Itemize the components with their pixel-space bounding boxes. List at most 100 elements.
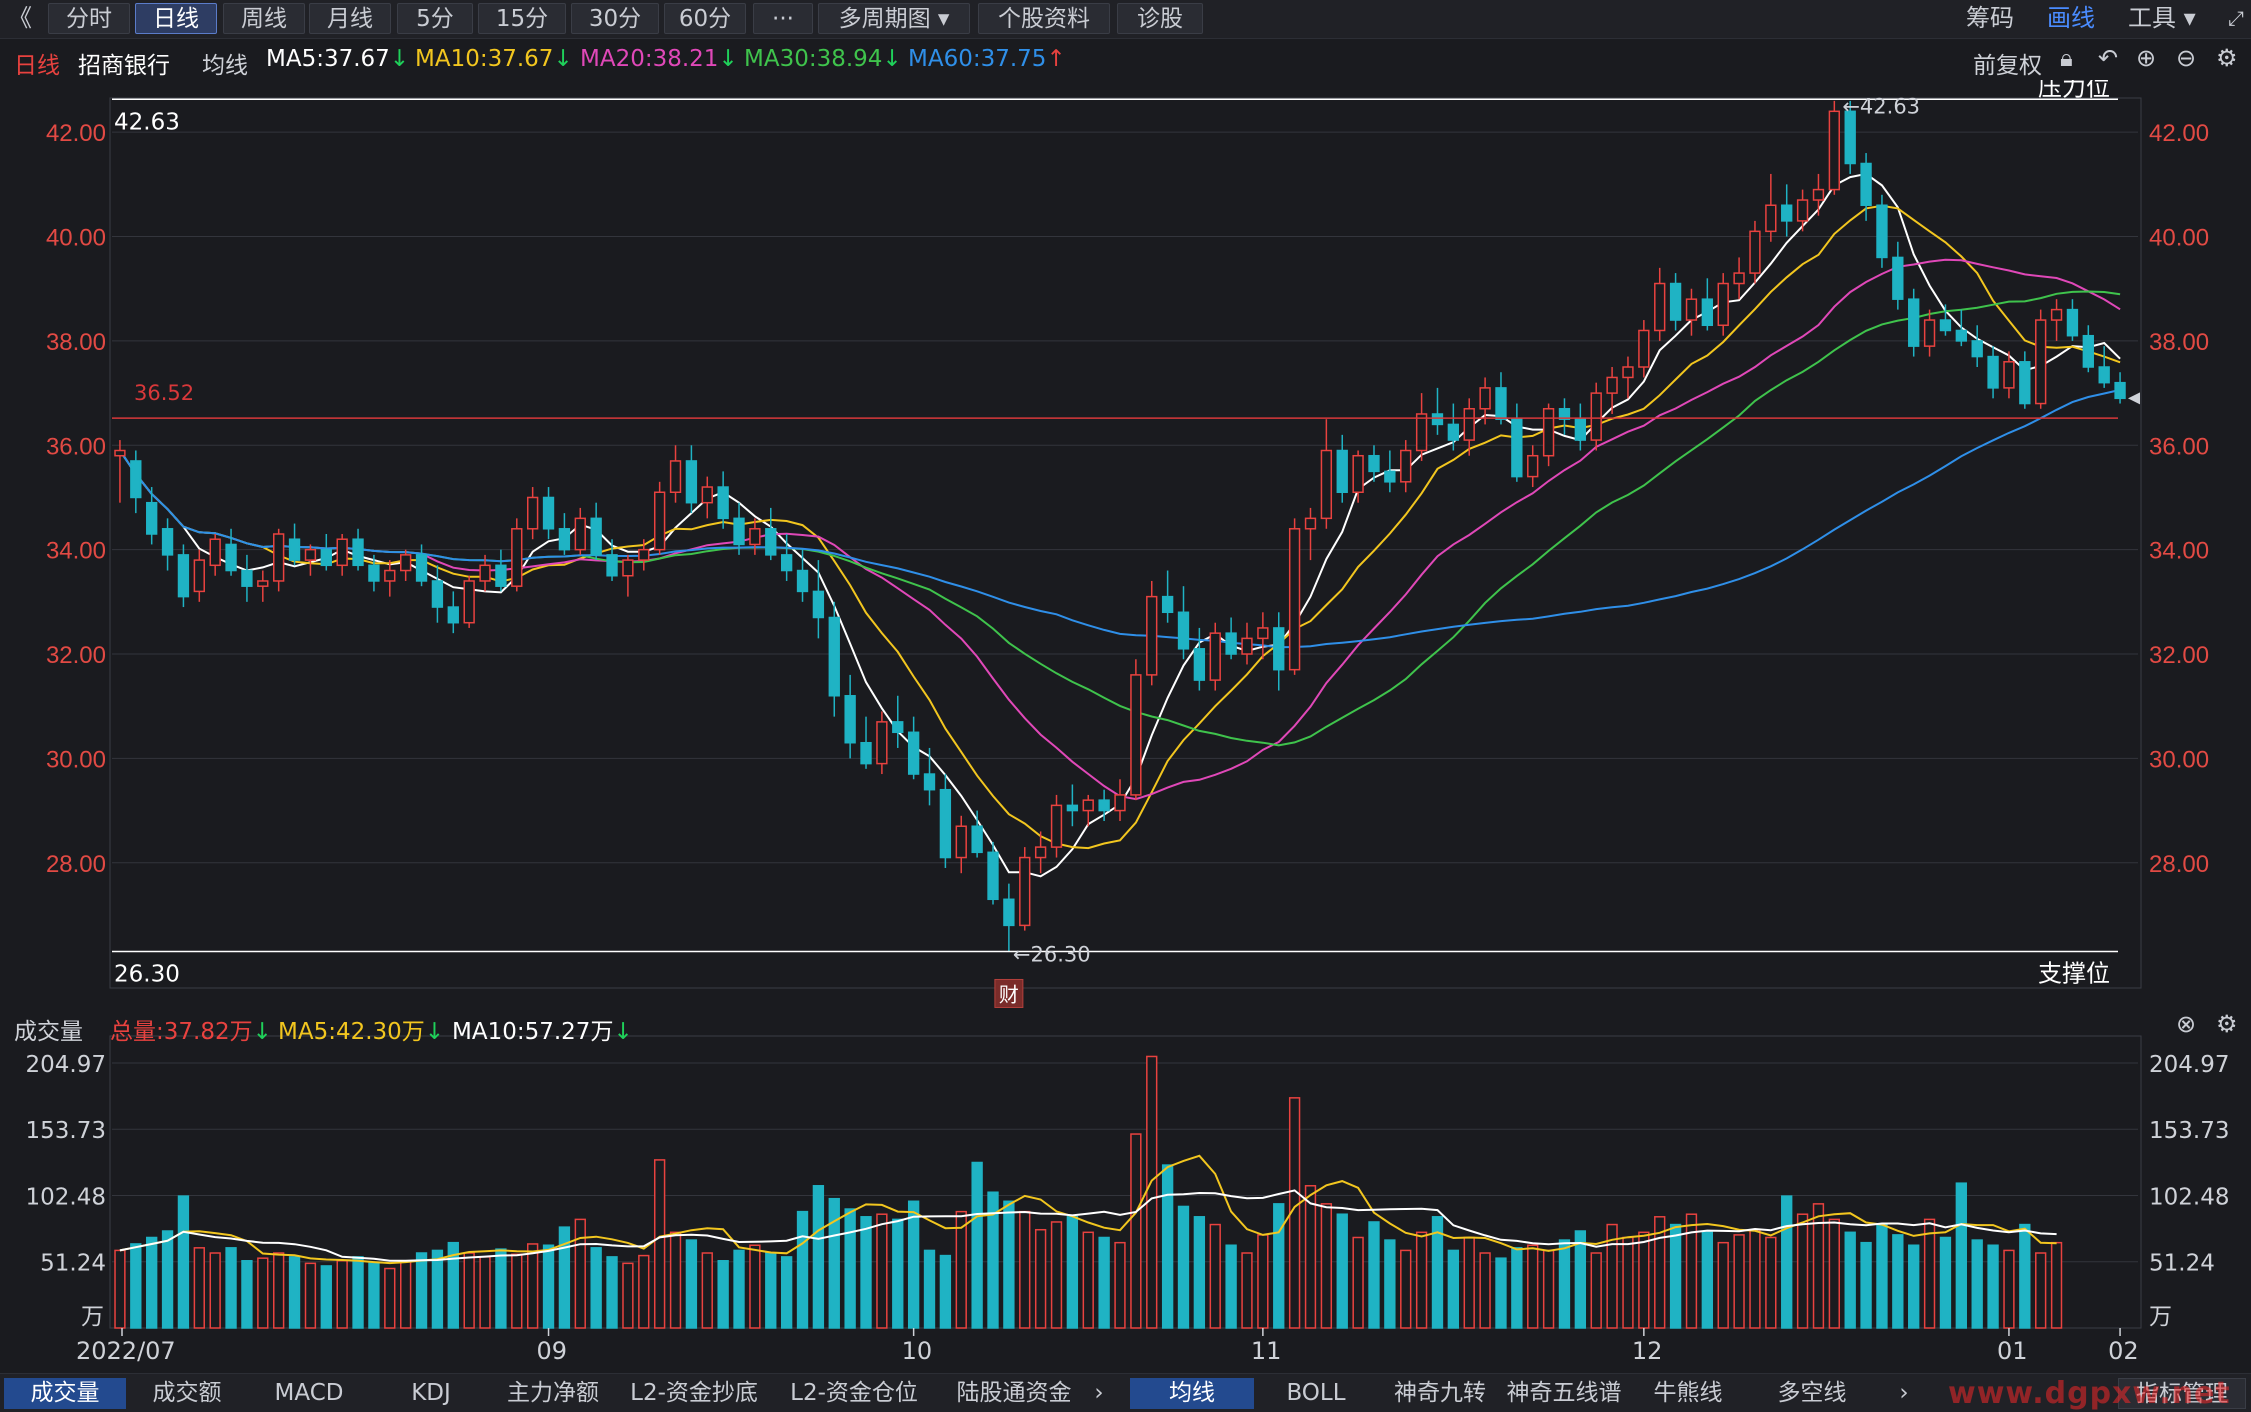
- x-tick-label: 02: [2108, 1337, 2139, 1365]
- down-arrow-icon: ↓: [882, 46, 902, 72]
- candle-body: [939, 788, 952, 859]
- volume-bar: [209, 1252, 221, 1329]
- undo-icon[interactable]: ↶: [2098, 44, 2119, 72]
- volume-bar: [923, 1249, 936, 1329]
- volume-bar: [1034, 1228, 1047, 1329]
- volume-ma5: MA5:42.30万↓: [278, 1019, 445, 1045]
- candle-body: [1987, 355, 1999, 389]
- volume-bar: [1638, 1231, 1650, 1329]
- chips-button[interactable]: 筹码: [1966, 4, 2014, 32]
- period-tab-2[interactable]: 周线: [223, 3, 305, 34]
- indicator-tab-0[interactable]: 成交量: [4, 1378, 126, 1409]
- volume-bar: [1463, 1236, 1475, 1329]
- overlay-tab-4[interactable]: 牛熊线: [1653, 1380, 1723, 1406]
- price-tick-left: 30.00: [46, 746, 106, 773]
- overlay-tab-2[interactable]: 神奇九转: [1394, 1380, 1486, 1406]
- candle-body: [304, 548, 317, 561]
- fullscreen-icon[interactable]: ⤢: [2228, 6, 2244, 30]
- volume-bar: [717, 1260, 729, 1329]
- volume-bar: [844, 1208, 856, 1329]
- volume-bar: [1892, 1234, 1904, 1329]
- earnings-badge-label: 财: [999, 982, 1019, 1006]
- period-tab-8[interactable]: ···: [753, 3, 813, 34]
- period-tab-6[interactable]: 30分: [571, 3, 659, 34]
- candle-body: [1558, 408, 1571, 420]
- ma30-value: MA30:38.94↓: [744, 46, 902, 72]
- kline-chart[interactable]: 42.00 42.00 40.00 40.00 38.00 38.00 36.00 36.00…: [0, 80, 2251, 1372]
- period-tab-1[interactable]: 日线: [135, 3, 217, 34]
- candle-body: [606, 554, 618, 577]
- candle-body: [526, 496, 539, 530]
- indicator-tab-2[interactable]: MACD: [274, 1380, 344, 1406]
- overlay-tab-1[interactable]: BOLL: [1286, 1380, 1346, 1406]
- period-tab-10[interactable]: 个股资料: [978, 3, 1110, 34]
- overlay-tab-0[interactable]: 均线: [1130, 1378, 1254, 1409]
- indicator-tab-3[interactable]: KDJ: [411, 1380, 451, 1406]
- ma-label[interactable]: 均线: [202, 53, 248, 79]
- indicator-tab-4[interactable]: 主力净额: [507, 1380, 599, 1406]
- watermark: www.dgpxw.net: [1948, 1376, 2231, 1411]
- adjust-mode[interactable]: 前复权: [1973, 53, 2042, 79]
- candle-body: [1257, 627, 1269, 640]
- zoom-out-icon[interactable]: ⊖: [2176, 44, 2197, 72]
- volume-bar: [1495, 1257, 1507, 1329]
- stock-name[interactable]: 招商银行: [78, 53, 170, 79]
- period-tab-11[interactable]: 诊股: [1117, 3, 1203, 34]
- volume-bar: [1161, 1164, 1174, 1329]
- indicator-manage-button[interactable]: 指标管理: [2118, 1378, 2246, 1409]
- period-tab-0[interactable]: 分时: [48, 3, 130, 34]
- indicator-tab-1[interactable]: 成交额: [152, 1380, 222, 1406]
- candle-body: [1082, 799, 1094, 812]
- ma5-value: MA5:37.67↓: [266, 46, 410, 72]
- overlay-tab-3[interactable]: 神奇五线谱: [1506, 1380, 1622, 1406]
- volume-bar: [1923, 1218, 1936, 1329]
- period-tab-7[interactable]: 60分: [664, 3, 746, 34]
- indicator-tab-7[interactable]: 陆股通资金: [956, 1380, 1072, 1406]
- candle-body: [1669, 282, 1682, 321]
- candle-body: [2082, 334, 2094, 368]
- volume-tick-right: 153.73: [2149, 1118, 2229, 1144]
- period-tab-3[interactable]: 月线: [309, 3, 391, 34]
- back-button[interactable]: 《: [8, 4, 32, 32]
- period-tab-9[interactable]: 多周期图 ▾: [818, 3, 970, 34]
- tools-menu[interactable]: 工具 ▾: [2128, 4, 2196, 32]
- price-panel-frame: [109, 97, 2142, 989]
- ma20-value: MA20:38.21↓: [580, 46, 738, 72]
- chevron-right-icon[interactable]: ›: [1899, 1380, 1909, 1406]
- candle-body: [1288, 528, 1301, 671]
- candle-body: [1860, 162, 1872, 206]
- candle-body: [590, 517, 602, 556]
- period-tab-5[interactable]: 15分: [478, 3, 566, 34]
- chevron-right-icon[interactable]: ›: [1094, 1380, 1104, 1406]
- up-arrow-icon: ↑: [1046, 46, 1066, 72]
- candle-body: [320, 548, 332, 567]
- candle-body: [225, 543, 237, 572]
- indicator-tab-6[interactable]: L2-资金仓位: [790, 1380, 918, 1406]
- volume-bar: [1082, 1231, 1094, 1329]
- price-tick-right: 32.00: [2149, 642, 2209, 669]
- period-tab-4[interactable]: 5分: [397, 3, 473, 34]
- volume-bar: [971, 1161, 983, 1329]
- volume-bar: [1320, 1203, 1333, 1329]
- settings-gear-icon[interactable]: ⚙: [2216, 1010, 2238, 1038]
- volume-bar: [1511, 1247, 1523, 1329]
- overlay-tab-5[interactable]: 多空线: [1777, 1380, 1847, 1406]
- indicator-tab-5[interactable]: L2-资金抄底: [630, 1380, 758, 1406]
- candle-body: [828, 616, 840, 697]
- candle-body: [2114, 381, 2126, 400]
- ma5-line: [119, 172, 2121, 878]
- settings-gear-icon[interactable]: ⚙: [2216, 44, 2238, 72]
- zoom-in-icon[interactable]: ⊕: [2136, 44, 2157, 72]
- volume-bar: [542, 1244, 555, 1329]
- candle-body: [765, 528, 777, 556]
- draw-line-button[interactable]: 画线: [2047, 4, 2095, 32]
- close-indicator-icon[interactable]: ⊗: [2176, 1010, 2197, 1038]
- volume-bar: [1749, 1228, 1761, 1329]
- lock-icon[interactable]: 🔒︎: [2060, 44, 2073, 72]
- volume-unit-right: 万: [2149, 1304, 2172, 1330]
- volume-bar: [1241, 1252, 1253, 1329]
- candle-body: [860, 741, 872, 765]
- volume-bar: [431, 1249, 444, 1329]
- price-tick-right: 34.00: [2149, 538, 2209, 565]
- volume-bar: [1288, 1097, 1301, 1329]
